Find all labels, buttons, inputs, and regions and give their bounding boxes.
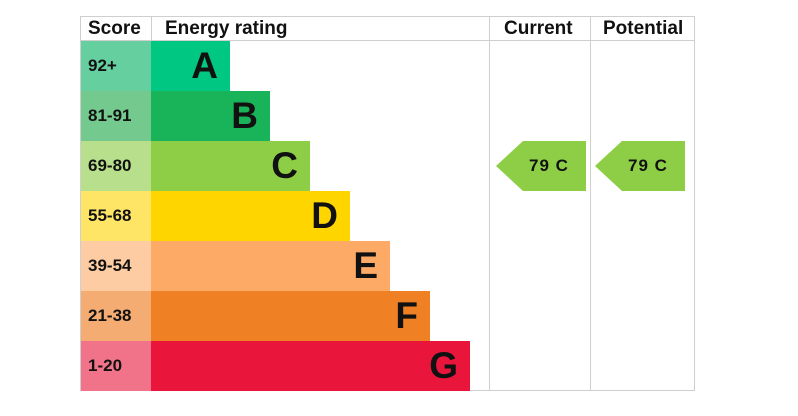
score-range-c: 69-80 — [81, 141, 151, 191]
header-divider — [80, 40, 695, 41]
score-range-b: 81-91 — [81, 91, 151, 141]
current-column-divider — [489, 16, 490, 391]
score-range-f: 21-38 — [81, 291, 151, 341]
score-range-e: 39-54 — [81, 241, 151, 291]
potential-column-divider — [590, 16, 591, 391]
band-bar-g: G — [151, 341, 470, 391]
score-range-g: 1-20 — [81, 341, 151, 391]
energy-rating-header: Energy rating — [165, 18, 288, 39]
band-bar-c: C — [151, 141, 310, 191]
band-bar-b: B — [151, 91, 270, 141]
current-header: Current — [504, 18, 573, 39]
band-bar-a: A — [151, 41, 230, 91]
score-range-d: 55-68 — [81, 191, 151, 241]
score-range-a: 92+ — [81, 41, 151, 91]
score-header: Score — [88, 18, 141, 39]
band-bar-e: E — [151, 241, 390, 291]
band-bar-d: D — [151, 191, 350, 241]
potential-header: Potential — [603, 18, 684, 39]
band-bar-f: F — [151, 291, 430, 341]
